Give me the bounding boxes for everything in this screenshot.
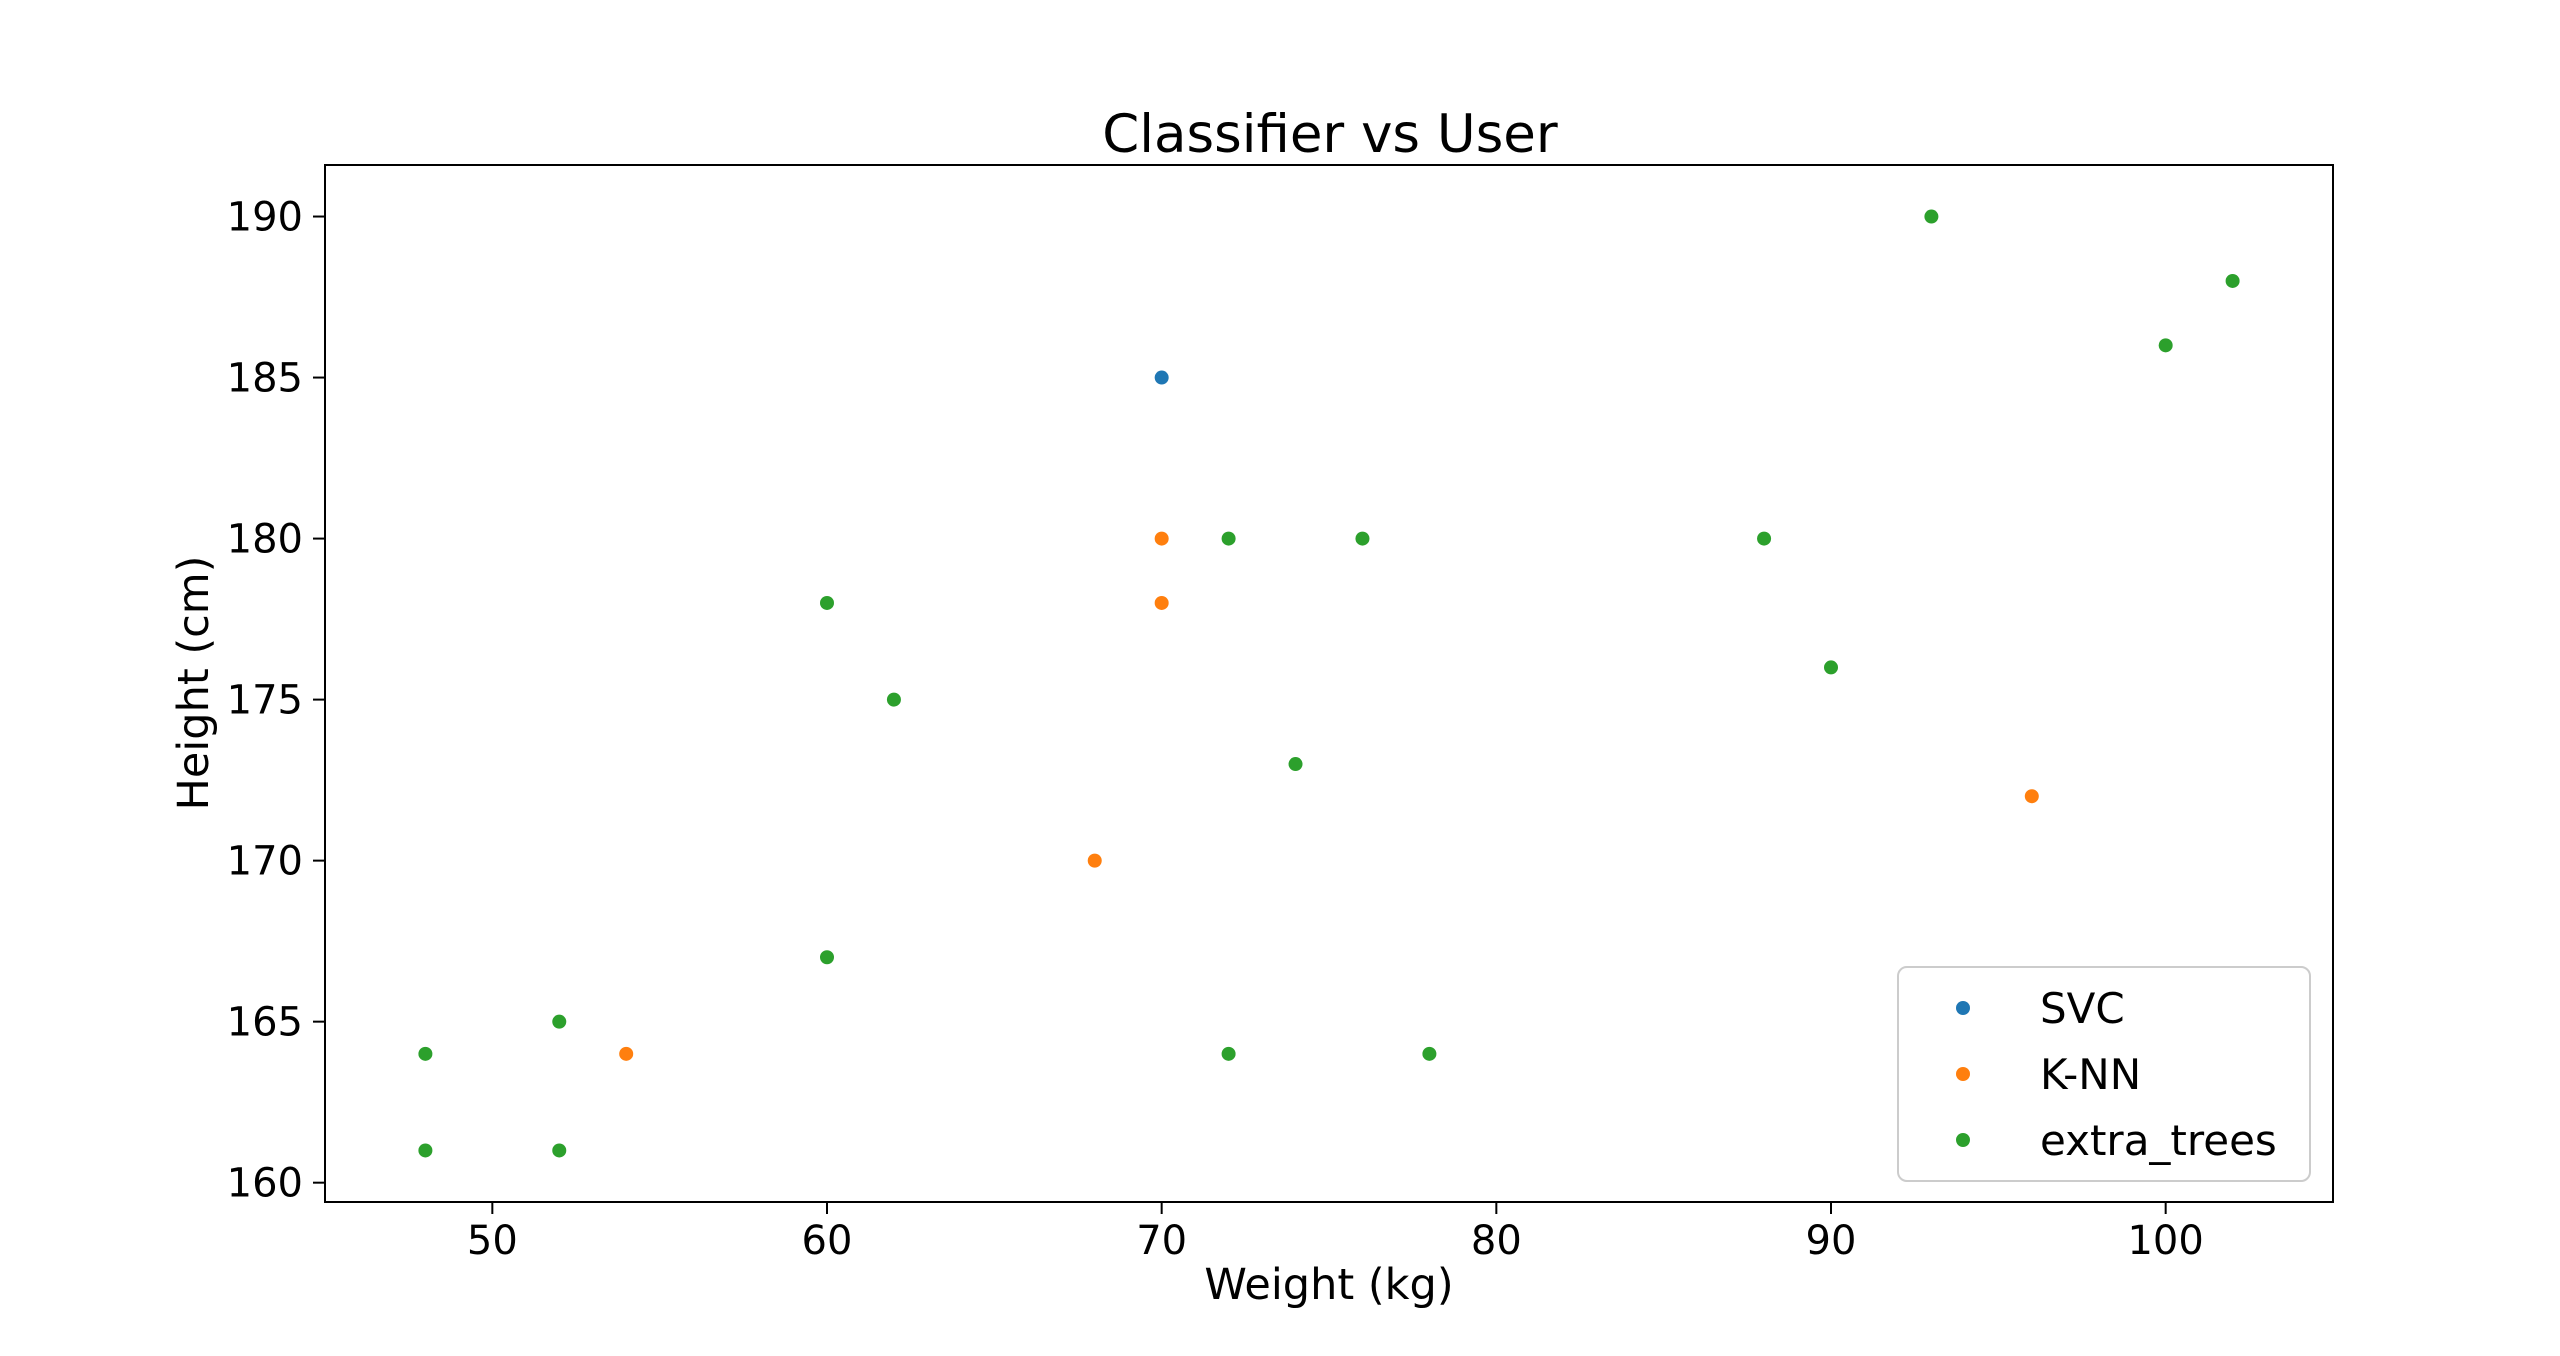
y-tick-label: 185	[227, 356, 303, 402]
chart-title: Classifier vs User	[1102, 104, 1558, 165]
x-tick-label: 50	[467, 1218, 518, 1264]
k-nn-point	[1087, 853, 1102, 868]
extra-trees-point	[1824, 660, 1838, 675]
extra-trees-point	[886, 692, 901, 707]
y-axis-ticks: 160 165 170 175 180 185 190	[227, 195, 325, 1207]
extra-trees-point	[552, 1014, 567, 1029]
y-tick-label: 180	[227, 517, 303, 563]
y-axis-label: Height (cm)	[169, 556, 219, 811]
x-tick-label: 90	[1806, 1218, 1857, 1264]
legend: SVC K-NN extra_trees	[1897, 966, 2311, 1182]
plot-frame	[324, 164, 2334, 1203]
y-tick-label: 170	[227, 839, 303, 885]
x-axis-label: Weight (kg)	[1204, 1260, 1453, 1310]
x-axis-ticks: 50 60 70 80 90 100	[467, 1202, 2204, 1264]
legend-label-extra-trees: extra_trees	[2040, 1116, 2277, 1165]
x-tick-label: 100	[2127, 1218, 2203, 1264]
y-tick-label: 175	[227, 678, 303, 724]
legend-label-k-nn: K-NN	[2040, 1050, 2141, 1099]
k-nn-point	[1154, 595, 1169, 610]
extra-trees-point	[1221, 1046, 1236, 1061]
legend-box	[1897, 966, 2311, 1182]
extra-trees-point	[1757, 531, 1772, 546]
x-tick-label: 80	[1471, 1218, 1522, 1264]
extra-trees-point	[418, 1046, 433, 1061]
svc-point	[1154, 370, 1169, 385]
extra-trees-point	[820, 595, 834, 610]
extra-trees-point	[1355, 531, 1370, 546]
extra-trees-point	[2225, 273, 2240, 288]
extra-trees-point	[2158, 338, 2173, 353]
extra-trees-point	[1221, 531, 1236, 546]
y-tick-label: 190	[227, 195, 303, 241]
k-nn-point	[619, 1046, 634, 1061]
extra-trees-point	[820, 950, 834, 965]
extra-trees-point	[552, 1143, 567, 1158]
extra-trees-point	[1422, 1046, 1437, 1061]
legend-label-svc: SVC	[2040, 984, 2125, 1033]
legend-marker-extra-trees	[1956, 1133, 1970, 1147]
extra-trees-point	[418, 1143, 433, 1158]
x-tick-label: 60	[802, 1218, 853, 1264]
legend-marker-svc	[1956, 1001, 1970, 1015]
x-tick-label: 70	[1136, 1218, 1187, 1264]
data-points	[418, 209, 2240, 1158]
extra-trees-point	[1288, 757, 1303, 772]
k-nn-point	[2024, 789, 2039, 804]
extra-trees-point	[1924, 209, 1939, 224]
y-tick-label: 165	[227, 1000, 303, 1046]
legend-marker-k-nn	[1956, 1067, 1970, 1081]
y-tick-label: 160	[227, 1161, 303, 1207]
k-nn-point	[1154, 531, 1169, 546]
